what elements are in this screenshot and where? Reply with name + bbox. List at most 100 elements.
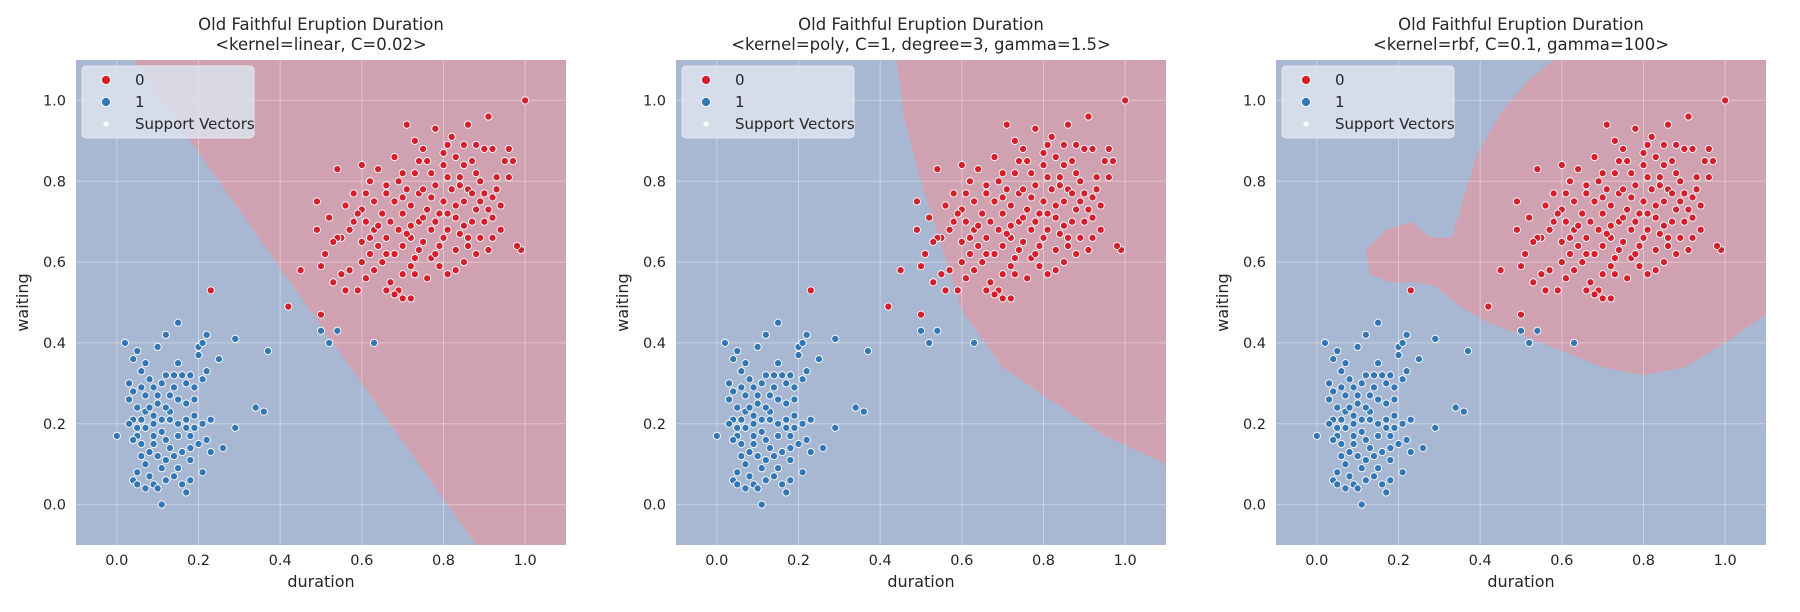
- point-class-1: [765, 391, 774, 400]
- point-class-0: [1002, 229, 1011, 238]
- point-class-0: [206, 286, 215, 295]
- point-class-0: [998, 294, 1007, 303]
- point-class-0: [1663, 233, 1673, 242]
- point-class-0: [941, 201, 950, 210]
- point-class-1: [1345, 447, 1354, 457]
- point-class-0: [1104, 144, 1113, 153]
- point-class-0: [970, 266, 979, 275]
- point-class-0: [472, 249, 481, 259]
- point-class-1: [1329, 435, 1338, 444]
- point-class-1: [802, 367, 811, 376]
- point-class-1: [198, 338, 207, 347]
- point-class-1: [757, 500, 766, 509]
- point-class-1: [1369, 472, 1379, 481]
- point-class-0: [1010, 253, 1019, 263]
- point-class-0: [1027, 193, 1036, 202]
- legend-box: [81, 65, 255, 139]
- point-class-1: [1357, 427, 1366, 436]
- point-class-1: [757, 415, 766, 424]
- point-class-0: [406, 221, 415, 230]
- point-class-1: [725, 379, 734, 388]
- point-class-1: [1357, 464, 1366, 473]
- point-class-1: [782, 379, 791, 388]
- point-class-0: [1598, 294, 1607, 303]
- point-class-0: [1643, 225, 1652, 234]
- point-class-1: [1374, 464, 1383, 473]
- point-class-1: [761, 435, 770, 444]
- point-class-1: [720, 338, 730, 347]
- point-class-0: [382, 249, 391, 259]
- point-class-1: [745, 375, 754, 384]
- point-class-0: [1553, 209, 1562, 218]
- point-class-1: [749, 411, 758, 420]
- point-class-0: [1039, 197, 1048, 206]
- point-class-1: [1382, 415, 1391, 424]
- point-class-0: [414, 156, 424, 166]
- point-class-1: [790, 411, 799, 420]
- legend-marker: [703, 121, 709, 127]
- point-class-1: [251, 403, 260, 412]
- point-class-0: [1574, 221, 1583, 230]
- x-tick-label: 0.4: [869, 553, 892, 569]
- point-class-0: [378, 258, 387, 267]
- point-class-0: [1590, 290, 1599, 299]
- point-class-1: [149, 431, 158, 440]
- point-class-1: [129, 355, 138, 364]
- point-class-0: [1663, 120, 1673, 129]
- point-class-1: [733, 480, 742, 489]
- point-class-1: [174, 464, 183, 473]
- point-class-0: [1019, 144, 1028, 153]
- point-class-1: [1337, 452, 1346, 461]
- point-class-0: [974, 221, 983, 230]
- point-class-0: [1668, 217, 1677, 226]
- point-class-1: [1357, 379, 1366, 388]
- point-class-1: [157, 464, 166, 473]
- point-class-0: [937, 270, 946, 279]
- point-class-0: [1627, 169, 1636, 178]
- point-class-1: [729, 435, 738, 444]
- point-class-1: [1402, 330, 1411, 339]
- point-class-0: [1582, 286, 1591, 295]
- point-class-1: [1374, 318, 1383, 327]
- point-class-0: [1080, 144, 1089, 153]
- point-class-1: [169, 371, 179, 380]
- point-class-1: [737, 415, 746, 424]
- point-class-1: [757, 379, 766, 388]
- point-class-1: [133, 468, 142, 477]
- point-class-0: [406, 294, 415, 303]
- point-class-1: [1386, 456, 1395, 465]
- point-class-1: [190, 383, 199, 392]
- point-class-0: [1529, 237, 1538, 246]
- point-class-0: [488, 213, 497, 222]
- point-class-0: [341, 286, 350, 295]
- point-class-1: [370, 338, 379, 347]
- point-class-1: [145, 472, 154, 481]
- point-class-0: [1006, 201, 1015, 210]
- point-class-1: [1337, 367, 1346, 376]
- point-class-1: [1378, 371, 1387, 380]
- point-class-0: [1512, 197, 1521, 206]
- chart-subtitle: <kernel=linear, C=0.02>: [215, 35, 427, 54]
- point-class-0: [406, 262, 415, 271]
- point-class-0: [341, 201, 350, 210]
- point-class-0: [455, 181, 464, 190]
- point-class-0: [1035, 241, 1044, 250]
- point-class-0: [1019, 237, 1028, 246]
- point-class-0: [382, 181, 391, 190]
- point-class-0: [410, 253, 419, 263]
- point-class-0: [1651, 213, 1660, 222]
- point-class-0: [957, 237, 966, 246]
- point-class-0: [1627, 193, 1636, 202]
- point-class-0: [1655, 173, 1664, 182]
- point-class-0: [427, 169, 436, 178]
- point-class-0: [986, 217, 995, 226]
- point-class-1: [786, 476, 795, 485]
- point-class-0: [402, 229, 411, 238]
- point-class-0: [1010, 270, 1019, 279]
- point-class-1: [1361, 476, 1370, 485]
- point-class-0: [459, 161, 468, 170]
- point-class-0: [1553, 286, 1562, 295]
- point-class-1: [851, 403, 860, 412]
- point-class-1: [725, 419, 734, 428]
- point-class-0: [1606, 294, 1615, 303]
